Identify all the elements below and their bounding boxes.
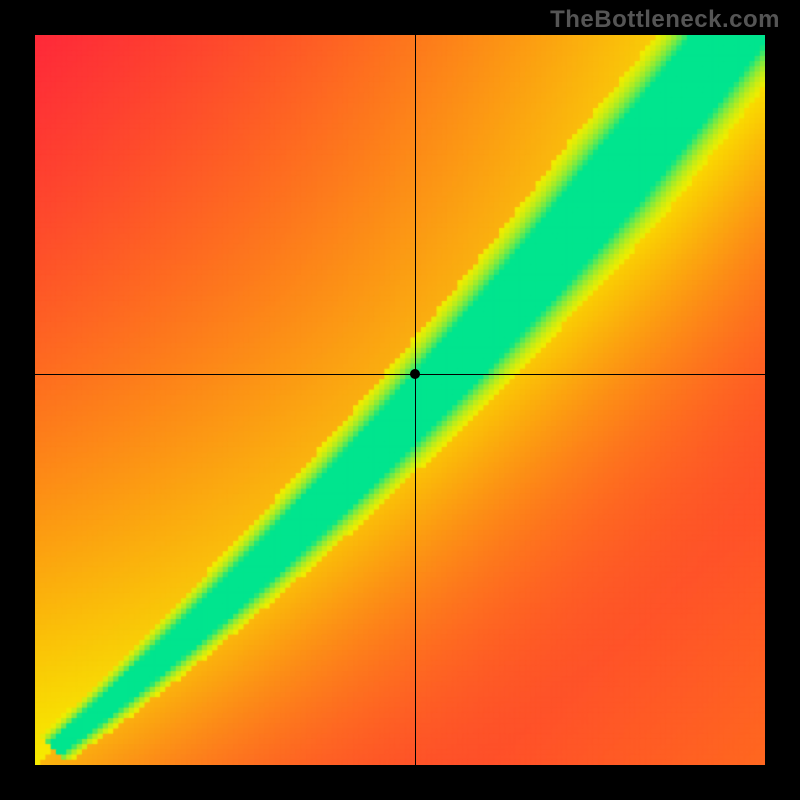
crosshair-vertical bbox=[415, 35, 416, 765]
watermark-text: TheBottleneck.com bbox=[550, 6, 780, 34]
heatmap-canvas bbox=[35, 35, 765, 765]
data-point-marker bbox=[410, 369, 420, 379]
plot-frame bbox=[35, 35, 765, 765]
chart-container: TheBottleneck.com bbox=[0, 0, 800, 800]
crosshair-horizontal bbox=[35, 374, 765, 375]
